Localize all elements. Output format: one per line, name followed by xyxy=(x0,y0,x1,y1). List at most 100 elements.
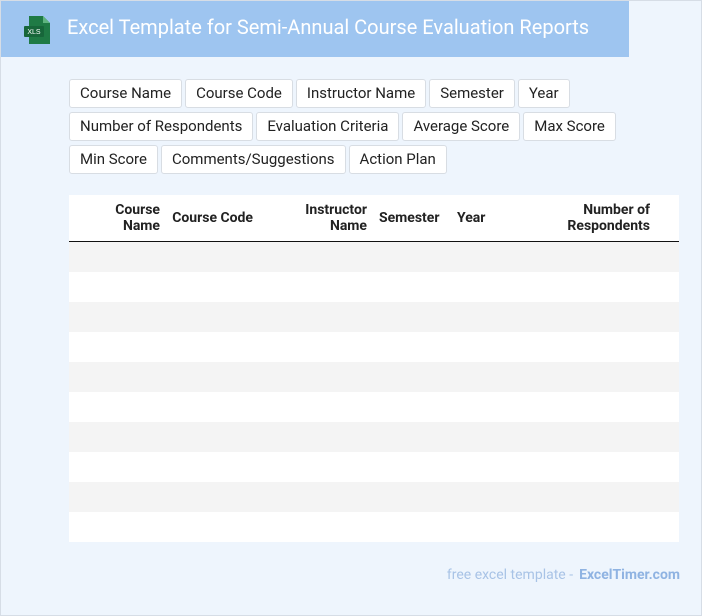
table-cell xyxy=(69,482,166,512)
table-cell xyxy=(166,241,259,272)
column-header: Course Name xyxy=(69,195,166,242)
table-cell xyxy=(496,482,656,512)
table-cell xyxy=(451,362,496,392)
icon-label: XLS xyxy=(27,29,41,36)
table-cell xyxy=(166,302,259,332)
footer-text: free excel template - xyxy=(446,567,574,583)
tag: Comments/Suggestions xyxy=(160,145,346,174)
table-cell xyxy=(656,272,679,302)
tag: Course Code xyxy=(185,79,293,108)
table-row xyxy=(69,332,679,362)
tag: Action Plan xyxy=(348,145,447,174)
table-cell xyxy=(373,422,451,452)
table-cell xyxy=(69,422,166,452)
table-cell xyxy=(496,422,656,452)
table-row xyxy=(69,241,679,272)
table-cell xyxy=(373,392,451,422)
table-cell xyxy=(166,392,259,422)
table-cell xyxy=(166,332,259,362)
table-row xyxy=(69,362,679,392)
table-cell xyxy=(259,392,373,422)
table-cell xyxy=(451,272,496,302)
icon-badge xyxy=(24,26,44,37)
table-cell xyxy=(496,362,656,392)
table-cell xyxy=(496,512,656,542)
table-cell xyxy=(656,302,679,332)
table-cell xyxy=(259,452,373,482)
tag: Course Name xyxy=(69,79,183,108)
tag: Semester xyxy=(429,79,515,108)
table-cell xyxy=(259,422,373,452)
table-row xyxy=(69,392,679,422)
tag: Evaluation Criteria xyxy=(256,112,400,141)
table-cell xyxy=(166,482,259,512)
footer-link[interactable]: ExcelTimer.com xyxy=(579,567,680,583)
table-row xyxy=(69,302,679,332)
table: Course Name Course Code Instructor Name Sem… xyxy=(69,195,679,542)
table-cell xyxy=(656,452,679,482)
table-cell xyxy=(166,362,259,392)
title: Excel Template for Semi-Annual Course Ev… xyxy=(67,15,590,39)
table-cell xyxy=(373,482,451,512)
table-cell xyxy=(259,362,373,392)
table-row xyxy=(69,272,679,302)
table-cell xyxy=(69,392,166,422)
table-cell xyxy=(373,452,451,482)
table-cell xyxy=(496,302,656,332)
table-cell xyxy=(166,272,259,302)
table-cell xyxy=(656,241,679,272)
table-cell xyxy=(656,422,679,452)
table-cell xyxy=(259,332,373,362)
tag-list: Course Name Course Code Instructor Name Sem… xyxy=(69,79,629,174)
table-cell xyxy=(451,422,496,452)
table-cell xyxy=(451,512,496,542)
table-cell xyxy=(496,241,656,272)
tag: Average Score xyxy=(402,112,521,141)
table-cell xyxy=(656,392,679,422)
table-cell xyxy=(69,332,166,362)
table-cell xyxy=(451,241,496,272)
tag: Year xyxy=(517,79,570,108)
table-cell xyxy=(373,241,451,272)
table-cell xyxy=(496,332,656,362)
table-cell xyxy=(451,452,496,482)
xls-icon: XLS xyxy=(24,16,50,44)
table-cell xyxy=(259,302,373,332)
table-cell xyxy=(69,512,166,542)
table-cell xyxy=(373,332,451,362)
table-row xyxy=(69,452,679,482)
table-row xyxy=(69,512,679,542)
table-cell xyxy=(451,392,496,422)
table-cell xyxy=(451,302,496,332)
table-cell xyxy=(451,482,496,512)
column-header: Number of Respondents xyxy=(496,195,656,242)
table-cell xyxy=(69,241,166,272)
column-header: Instructor Name xyxy=(259,195,373,242)
table-cell xyxy=(69,362,166,392)
table-cell xyxy=(373,512,451,542)
table-cell xyxy=(259,272,373,302)
tag: Max Score xyxy=(523,112,616,141)
tag: Number of Respondents xyxy=(69,112,254,141)
table-row xyxy=(69,482,679,512)
table-cell xyxy=(373,272,451,302)
table-cell xyxy=(496,392,656,422)
table-cell xyxy=(656,362,679,392)
table-cell xyxy=(69,302,166,332)
table-cell xyxy=(496,272,656,302)
table-cell xyxy=(373,362,451,392)
table-cell xyxy=(69,452,166,482)
table-cell xyxy=(69,272,166,302)
column-header: Course Code xyxy=(166,195,259,242)
table-cell xyxy=(166,422,259,452)
table-cell xyxy=(259,482,373,512)
table-cell xyxy=(259,512,373,542)
tag: Instructor Name xyxy=(295,79,427,108)
table-cell xyxy=(656,512,679,542)
header: XLS Excel Template for Semi-Annual Cours… xyxy=(1,1,629,57)
tag: Min Score xyxy=(69,145,158,174)
table-cell xyxy=(656,332,679,362)
table-cell xyxy=(656,482,679,512)
table-cell xyxy=(166,512,259,542)
